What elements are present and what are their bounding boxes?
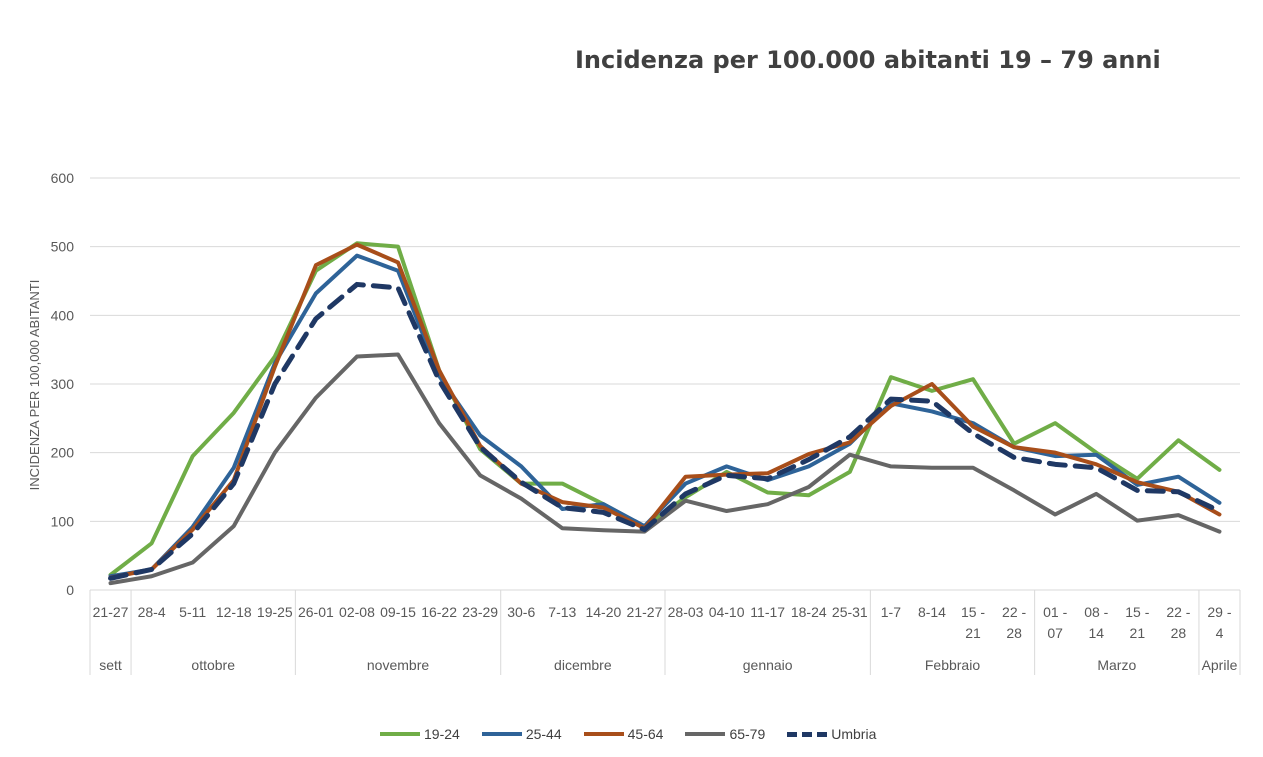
x-tick-label: 11-17 (750, 604, 785, 620)
x-tick-label: 30-6 (507, 604, 535, 620)
series-line-45-64 (108, 242, 1222, 580)
y-tick-label: 100 (51, 513, 75, 529)
x-tick-label: 08 - (1084, 604, 1108, 620)
x-tick-label: 21 (965, 625, 981, 641)
legend-item: Umbria (787, 726, 876, 742)
chart-title: Incidenza per 100.000 abitanti 19 – 79 a… (575, 46, 1161, 74)
legend-label: 65-79 (729, 726, 766, 742)
x-tick-label: 23-29 (462, 604, 498, 620)
x-tick-label: 09-15 (380, 604, 416, 620)
x-group-label: sett (99, 657, 122, 673)
x-tick-label: 28 (1171, 625, 1187, 641)
legend-label: 45-64 (627, 726, 664, 742)
legend: 19-24 25-44 45-64 65-79 Umbria (380, 726, 898, 742)
x-tick-label: 14 (1088, 625, 1104, 641)
legend-label: 25-44 (525, 726, 562, 742)
series-line-65-79 (108, 352, 1222, 586)
y-tick-label: 200 (51, 445, 75, 461)
x-tick-label: 22 - (1166, 604, 1190, 620)
x-tick-label: 18-24 (791, 604, 827, 620)
x-tick-label: 21 (1130, 625, 1146, 641)
x-tick-label: 16-22 (421, 604, 457, 620)
x-group-label: Febbraio (925, 657, 980, 673)
x-tick-label: 21-27 (93, 604, 129, 620)
x-tick-label: 19-25 (257, 604, 293, 620)
x-tick-label: 14-20 (585, 604, 621, 620)
x-group-label: Aprile (1202, 657, 1238, 673)
x-group-label: gennaio (743, 657, 793, 673)
x-tick-label: 01 - (1043, 604, 1067, 620)
x-group-label: Marzo (1097, 657, 1136, 673)
gridlines (90, 177, 1240, 591)
series-line-19-24 (108, 241, 1222, 577)
y-tick-label: 300 (51, 376, 75, 392)
x-tick-label: 25-31 (832, 604, 868, 620)
x-axis: 21-27 28-4 5-11 12-18 19-25 26-01 02-08 09-15 16… (89, 590, 1241, 675)
series-line-25-44 (108, 253, 1222, 579)
legend-label: Umbria (831, 726, 877, 742)
series-line-umbria (108, 281, 1222, 581)
legend-item: 19-24 (380, 726, 460, 742)
x-tick-label: 21-27 (627, 604, 663, 620)
x-tick-label: 02-08 (339, 604, 375, 620)
y-tick-label: 400 (51, 307, 75, 323)
legend-item: 65-79 (685, 726, 765, 742)
x-tick-label: 5-11 (179, 604, 206, 620)
legend-item: 25-44 (481, 726, 562, 742)
y-tick-label: 500 (51, 239, 75, 255)
x-tick-label: 04-10 (709, 604, 745, 620)
legend-swatch (787, 731, 828, 737)
legend-swatch (583, 732, 624, 736)
series-lines (108, 241, 1222, 586)
x-tick-label: 28-03 (668, 604, 704, 620)
x-tick-label: 29 - (1207, 604, 1231, 620)
x-tick-label: 28-4 (138, 604, 166, 620)
x-tick-label: 12-18 (216, 604, 252, 620)
legend-label: 19-24 (424, 726, 460, 742)
legend-swatch (481, 732, 522, 736)
x-group-label: dicembre (554, 657, 612, 673)
y-axis-label: INCIDENZA PER 100,000 ABITANTI (27, 280, 42, 491)
x-tick-label: 22 - (1002, 604, 1026, 620)
y-axis: 0 100 200 300 400 500 600 (51, 170, 75, 598)
legend-item: 45-64 (583, 726, 664, 742)
x-tick-label: 1-7 (881, 604, 901, 620)
x-tick-label: 7-13 (548, 604, 576, 620)
x-group-label: novembre (367, 657, 429, 673)
x-tick-label: 15 - (1125, 604, 1149, 620)
x-tick-label: 8-14 (918, 604, 946, 620)
x-group-label: ottobre (191, 657, 235, 673)
y-tick-label: 600 (51, 170, 75, 186)
y-tick-label: 0 (66, 582, 74, 598)
legend-swatch (685, 732, 726, 736)
x-tick-label: 26-01 (298, 604, 334, 620)
x-tick-label: 15 - (961, 604, 985, 620)
x-tick-label: 28 (1006, 625, 1022, 641)
x-tick-label: 07 (1047, 625, 1063, 641)
x-tick-label: 4 (1216, 625, 1224, 641)
legend-swatch (380, 732, 420, 736)
